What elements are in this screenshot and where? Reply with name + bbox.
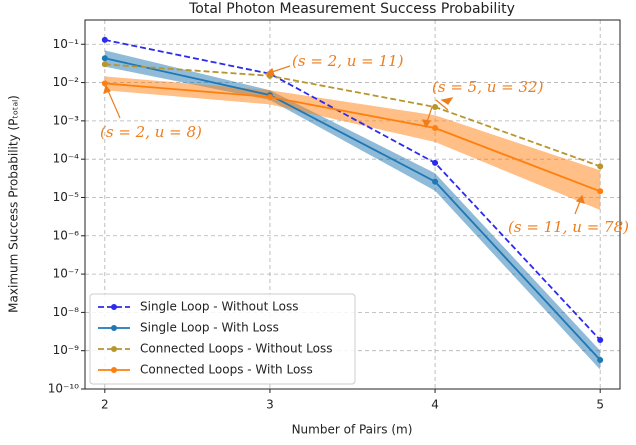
x-tick-label: 3 bbox=[266, 398, 274, 412]
y-tick-label: 10⁻⁷ bbox=[53, 267, 80, 281]
line bbox=[104, 63, 601, 168]
point bbox=[101, 80, 108, 87]
point bbox=[597, 337, 604, 344]
y-tick-label: 10⁻² bbox=[53, 75, 80, 89]
line bbox=[104, 82, 601, 193]
x-tick-label: 5 bbox=[596, 398, 604, 412]
legend-label: Single Loop - Without Loss bbox=[140, 300, 298, 314]
point bbox=[597, 357, 604, 364]
chart-title: Total Photon Measurement Success Probabi… bbox=[188, 1, 515, 17]
y-tick-label: 10⁻³ bbox=[53, 113, 80, 127]
point bbox=[432, 178, 439, 185]
legend-marker bbox=[111, 367, 117, 373]
y-tick-label: 10⁻⁵ bbox=[53, 190, 80, 204]
point bbox=[597, 188, 604, 195]
x-axis-label: Number of Pairs (m) bbox=[292, 423, 413, 437]
point bbox=[432, 104, 439, 111]
y-tick-label: 10⁻⁹ bbox=[53, 343, 80, 357]
point bbox=[101, 36, 108, 43]
y-tick-label: 10⁻⁶ bbox=[53, 228, 80, 242]
point bbox=[432, 125, 439, 132]
y-tick-label: 10⁻⁴ bbox=[53, 152, 80, 166]
legend: Single Loop - Without Loss Single Loop - … bbox=[89, 293, 356, 385]
plot-area: 2 3 4 5 10⁻¹⁰ 10⁻⁹ 10⁻⁸ 10⁻⁷ 10⁻⁶ 10⁻⁵ 10⁻⁴ 10⁻³ 10⁻… bbox=[48, 19, 621, 412]
legend-label: Connected Loops - With Loss bbox=[140, 363, 313, 377]
annotation: (s = 2, u = 11) bbox=[292, 52, 404, 70]
line bbox=[104, 57, 601, 361]
y-axis-label: Maximum Success Probability (Pₜₒₜₐₗ) bbox=[7, 95, 21, 313]
annotation: (s = 11, u = 78) bbox=[508, 218, 629, 236]
point bbox=[101, 61, 108, 68]
legend-marker bbox=[111, 346, 117, 352]
legend-box bbox=[89, 293, 356, 385]
point bbox=[432, 159, 439, 166]
legend-marker bbox=[111, 325, 117, 331]
point bbox=[101, 55, 108, 62]
x-tick-label: 4 bbox=[431, 398, 439, 412]
point bbox=[266, 93, 273, 100]
y-tick-label: 10⁻¹ bbox=[53, 37, 80, 51]
legend-label: Single Loop - With Loss bbox=[140, 321, 279, 335]
point bbox=[597, 163, 604, 170]
annotation: (s = 2, u = 8) bbox=[100, 123, 202, 141]
plot-frame bbox=[84, 19, 621, 390]
annotation-arrows bbox=[103, 65, 585, 215]
confidence-band bbox=[104, 76, 601, 211]
y-tick-label: 10⁻⁸ bbox=[53, 305, 80, 319]
line bbox=[104, 39, 601, 341]
legend-label: Connected Loops - Without Loss bbox=[140, 342, 332, 356]
y-tick-label: 10⁻¹⁰ bbox=[48, 382, 79, 396]
x-tick-label: 2 bbox=[101, 398, 109, 412]
legend-marker bbox=[111, 304, 117, 310]
annotation: (s = 5, u = 32) bbox=[432, 78, 544, 96]
